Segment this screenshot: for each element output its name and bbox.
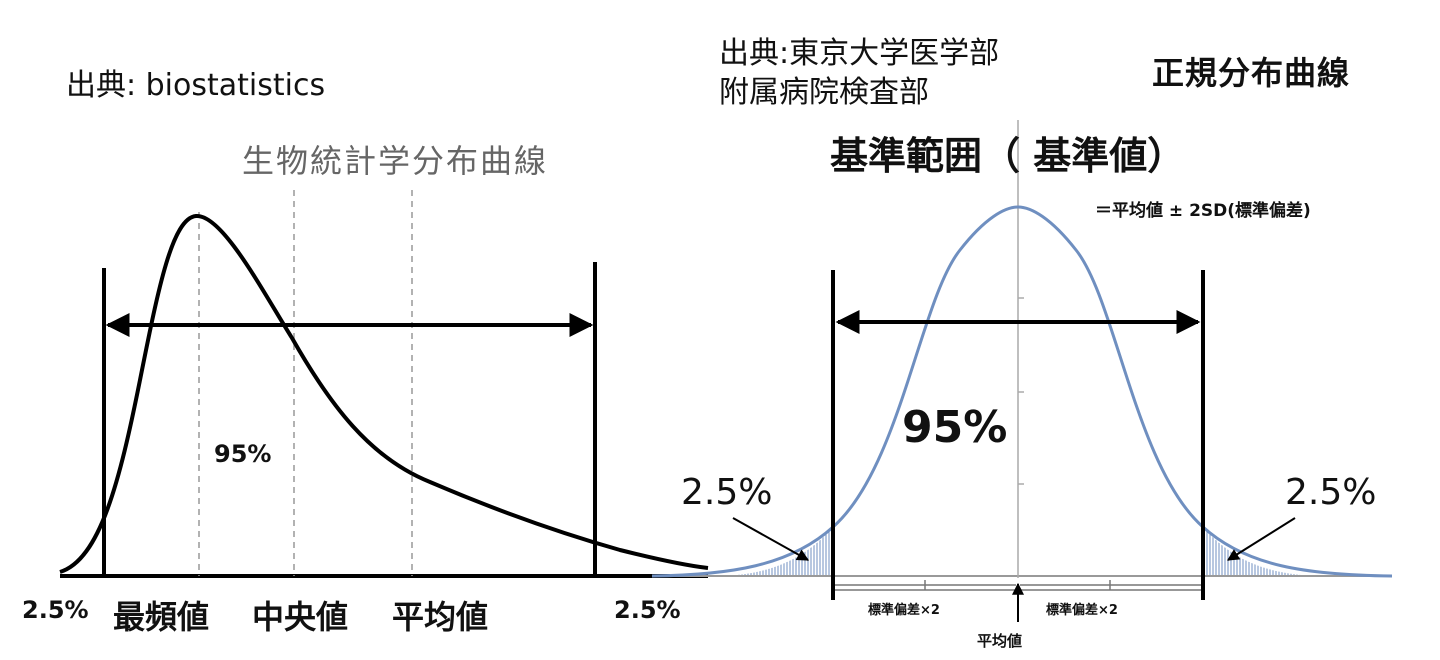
right-diagram-title: 正規分布曲線: [1152, 54, 1351, 92]
reference-range-definition: ＝平均値 ± 2SD(標準偏差): [1095, 201, 1311, 221]
right-tail-pointer: [1226, 517, 1296, 561]
left-diagram-title: 生物統計学分布曲線: [242, 142, 549, 180]
right-mean-label: 平均値: [977, 632, 1023, 650]
skewed-distribution: [59, 190, 709, 578]
normal-distribution: [651, 120, 1393, 622]
right-upper-tail-percent: 2.5%: [1285, 472, 1377, 513]
right-center-percent: 95%: [902, 402, 1008, 453]
sd-left-label: 標準偏差×2: [868, 603, 940, 618]
right-source-note: 出典:東京大学医学部 附属病院検査部: [719, 34, 999, 112]
right-lower-tail-percent: 2.5%: [681, 472, 773, 513]
mean-label: 平均値: [392, 598, 489, 636]
left-upper-tail-percent: 2.5%: [614, 596, 681, 624]
right-source-line-2: 附属病院検査部: [719, 75, 929, 110]
left-tail-shade: [720, 527, 833, 576]
right-source-line-1: 出典:東京大学医学部: [719, 36, 1000, 71]
left-lower-tail-percent: 2.5%: [22, 596, 89, 624]
center-axis-ticks: [1018, 297, 1024, 485]
sd-right-label: 標準偏差×2: [1046, 603, 1118, 618]
left-center-percent: 95%: [214, 440, 272, 468]
median-label: 中央値: [252, 598, 349, 636]
mode-label: 最頻値: [113, 598, 210, 636]
skewed-curve: [59, 213, 709, 574]
right-tail-shade: [1203, 527, 1320, 576]
left-source-note: 出典: biostatistics: [66, 68, 326, 103]
left-tail-pointer: [732, 517, 810, 561]
reference-range-heading: 基準範囲（ 基準値）: [830, 134, 1186, 178]
